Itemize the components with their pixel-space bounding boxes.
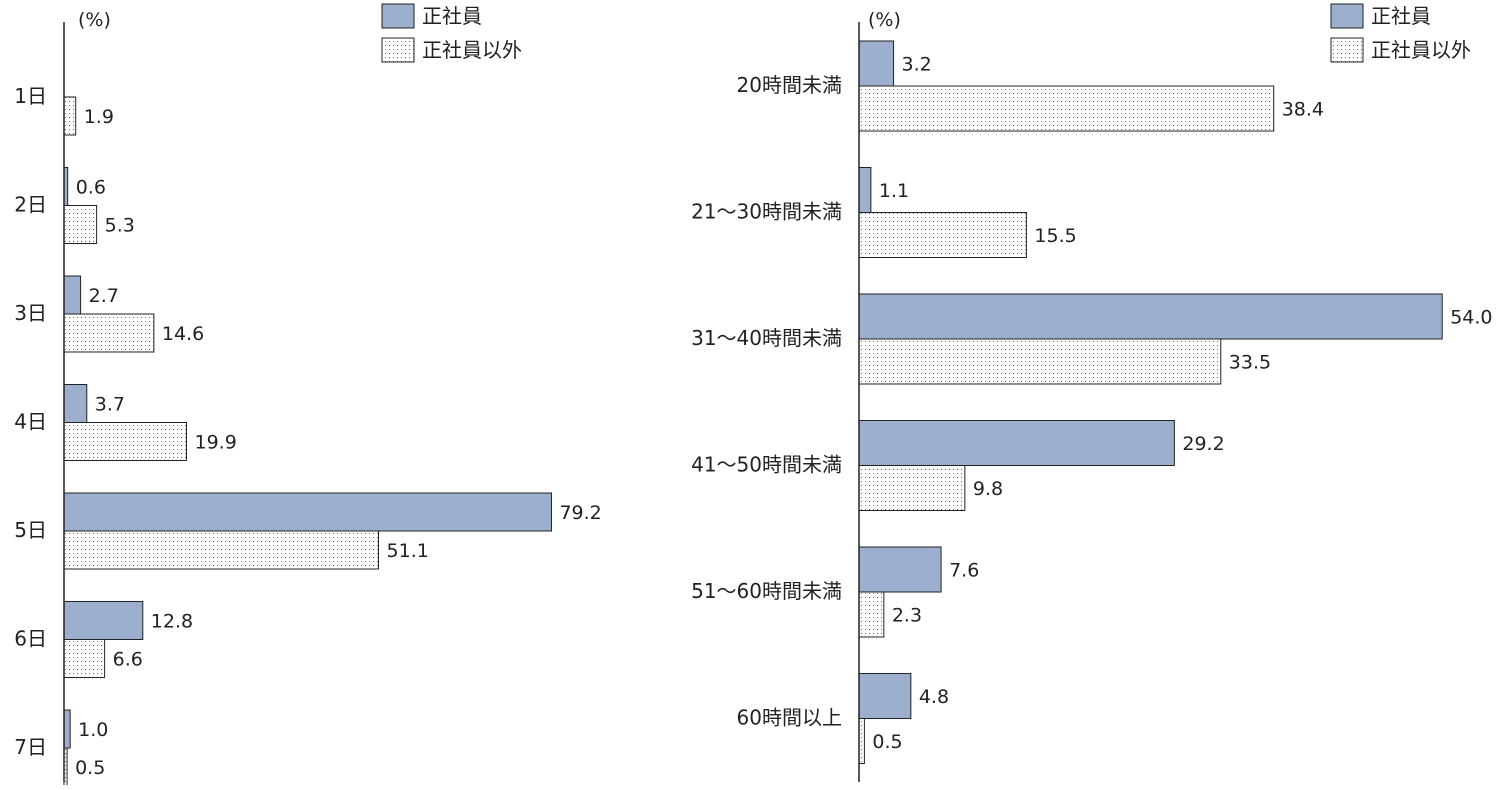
unit-label: (%) — [868, 9, 901, 31]
legend-swatch-other — [381, 37, 415, 63]
bar-other — [63, 530, 380, 570]
bar-other — [63, 96, 77, 136]
bar-seishain — [63, 275, 82, 315]
legend-label-seishain: 正社員 — [422, 4, 482, 28]
legend-swatch-other — [1330, 37, 1364, 63]
category-label: 60時間以上 — [737, 706, 842, 730]
bar-seishain — [858, 673, 912, 719]
legend: 正社員 正社員以外 — [1330, 3, 1471, 63]
value-label-other: 9.8 — [973, 478, 1003, 500]
unit-label: (%) — [78, 9, 111, 31]
category-label: 41～50時間未満 — [691, 453, 842, 477]
value-label-seishain: 29.2 — [1182, 433, 1224, 455]
legend-label-seishain: 正社員 — [1371, 4, 1431, 28]
value-label-other: 0.5 — [75, 757, 105, 779]
bar-seishain — [63, 384, 88, 423]
value-label-seishain: 4.8 — [919, 686, 949, 708]
chart-panel-hours: (%) 正社員 正社員以外 20時間未満 3.2 38.4 21～30時間未満 1.1 1… — [691, 3, 1493, 782]
value-label-other: 15.5 — [1034, 225, 1076, 247]
legend-swatch-seishain — [1330, 3, 1364, 29]
value-label-seishain: 7.6 — [949, 560, 979, 582]
bar-other — [858, 591, 885, 638]
category-label: 31～40時間未満 — [691, 326, 842, 350]
value-label-seishain: 54.0 — [1450, 307, 1492, 329]
value-label-seishain: 3.2 — [902, 54, 932, 76]
category-label: 51～60時間未満 — [691, 579, 842, 603]
value-label-other: 19.9 — [194, 432, 236, 454]
bar-seishain — [858, 167, 872, 213]
value-label-other: 6.6 — [113, 649, 143, 671]
bar-group: 1日 1.9 2日 0.6 5.3 3日 2.7 14.6 4日 3.7 19.9 5日 79.2 51.… — [14, 84, 602, 787]
bar-other — [858, 212, 1027, 258]
bar-seishain — [63, 601, 144, 640]
category-label: 6日 — [14, 627, 47, 651]
value-label-seishain: 0.6 — [76, 177, 106, 199]
value-label-other: 33.5 — [1229, 352, 1271, 374]
value-label-other: 5.3 — [105, 215, 135, 237]
bar-seishain — [858, 420, 1175, 466]
bar-seishain — [858, 40, 895, 87]
bar-other — [63, 422, 187, 461]
bar-other — [858, 718, 865, 764]
value-label-other: 38.4 — [1282, 99, 1324, 121]
value-label-other: 51.1 — [387, 540, 429, 562]
value-label-other: 1.9 — [84, 106, 114, 128]
value-label-other: 0.5 — [872, 731, 902, 753]
value-label-seishain: 2.7 — [89, 285, 119, 307]
legend: 正社員 正社員以外 — [381, 3, 522, 63]
bar-seishain — [63, 492, 552, 532]
chart-panel-days: (%) 正社員 正社員以外 1日 1.9 2日 0.6 5.3 3日 2.7 14.6 4日 3.… — [14, 3, 602, 787]
bar-other — [63, 313, 155, 353]
bar-other — [63, 205, 98, 244]
category-label: 5日 — [14, 518, 47, 542]
bar-group: 20時間未満 3.2 38.4 21～30時間未満 1.1 15.5 31～40時間未満 54… — [691, 40, 1493, 764]
bar-other — [858, 85, 1275, 132]
bar-other — [63, 639, 106, 678]
category-label: 3日 — [14, 301, 47, 325]
legend-swatch-seishain — [381, 3, 415, 29]
value-label-other: 14.6 — [162, 323, 204, 345]
bar-seishain — [63, 709, 71, 749]
legend-label-other: 正社員以外 — [422, 38, 522, 62]
value-label-seishain: 12.8 — [151, 611, 193, 633]
bar-seishain — [858, 293, 1443, 340]
value-label-seishain: 1.1 — [879, 180, 909, 202]
category-label: 20時間未満 — [737, 73, 842, 97]
category-label: 21～30時間未満 — [691, 200, 842, 224]
bar-seishain — [858, 546, 942, 593]
category-label: 4日 — [14, 410, 47, 434]
value-label-seishain: 79.2 — [559, 502, 601, 524]
legend-label-other: 正社員以外 — [1371, 38, 1471, 62]
bar-other — [858, 338, 1222, 385]
value-label-seishain: 3.7 — [95, 394, 125, 416]
category-label: 1日 — [14, 84, 47, 108]
value-label-seishain: 1.0 — [78, 719, 108, 741]
category-label: 7日 — [14, 735, 47, 759]
category-label: 2日 — [14, 193, 47, 217]
bar-other — [858, 465, 966, 511]
value-label-other: 2.3 — [892, 605, 922, 627]
